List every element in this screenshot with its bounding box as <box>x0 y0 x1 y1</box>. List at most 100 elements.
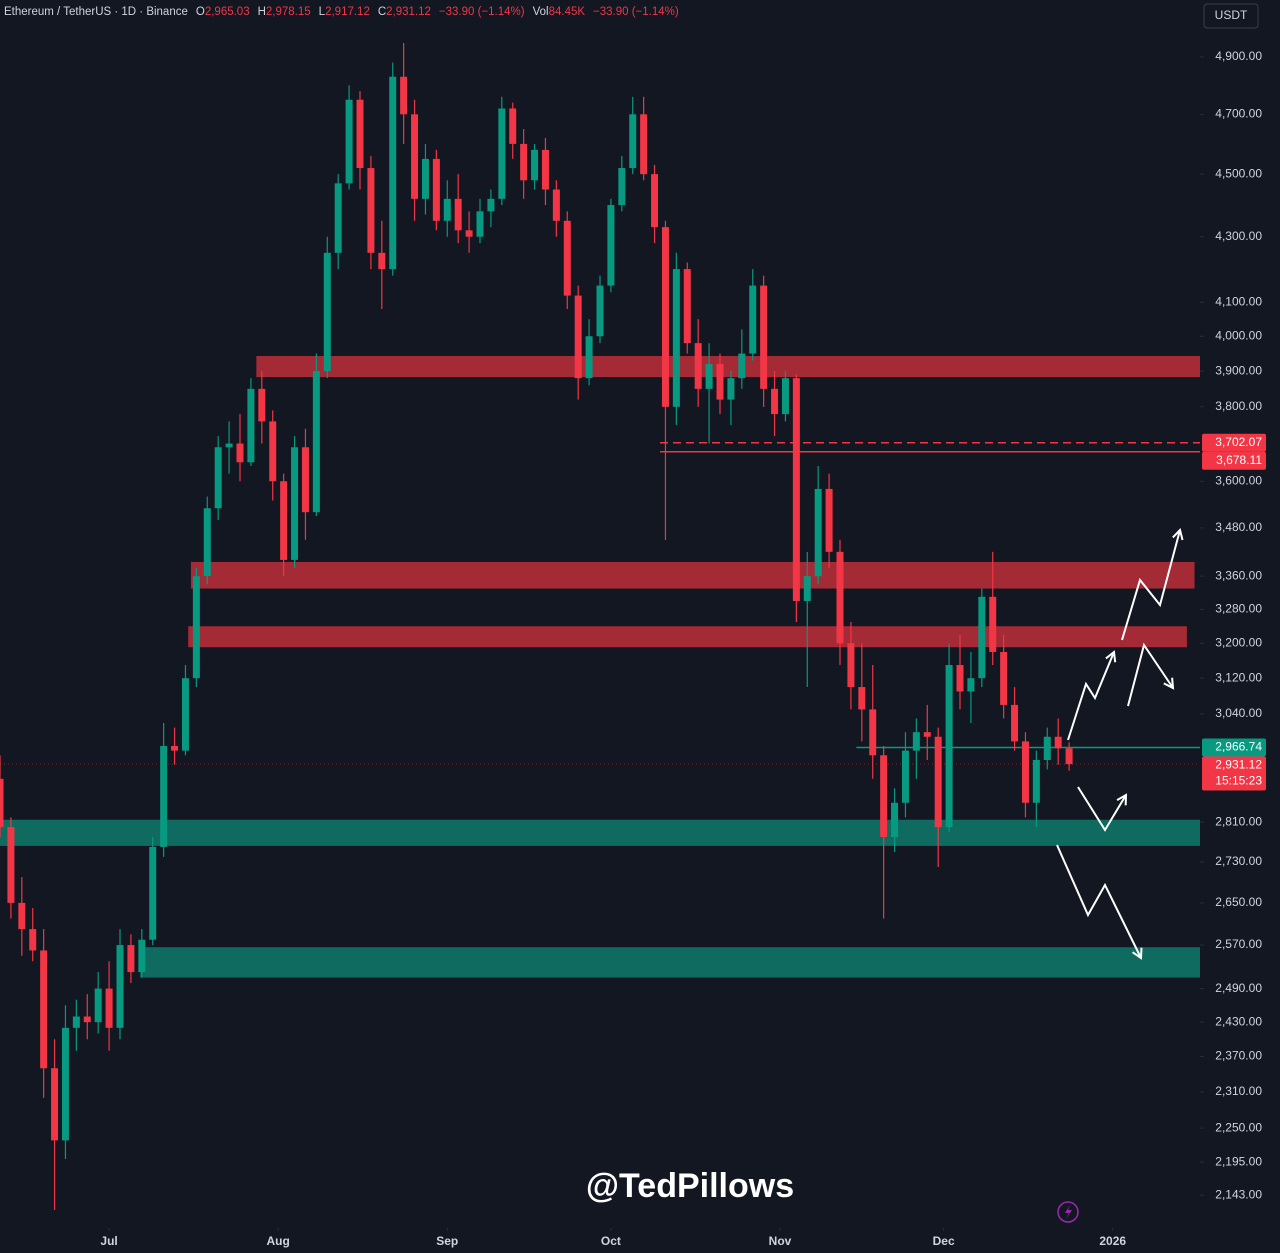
candle-body <box>1054 736 1062 749</box>
ohlc-value: 2,917.12 <box>325 6 370 18</box>
currency: USDT <box>1215 8 1248 22</box>
candle-body <box>443 198 451 221</box>
y-tick-label: 3,600.00 <box>1215 473 1262 487</box>
candle-body <box>705 364 713 389</box>
y-tick-label: 3,900.00 <box>1215 363 1262 377</box>
zones <box>0 355 1200 978</box>
candle-body <box>771 388 779 415</box>
candle-body <box>356 99 364 169</box>
icon[interactable] <box>1057 1201 1079 1223</box>
y-tick-label: 2,490.00 <box>1215 981 1262 995</box>
candle-body <box>891 802 899 837</box>
candle-body <box>574 295 582 379</box>
candle-body <box>18 902 26 930</box>
candle-body <box>563 220 571 296</box>
candle-body <box>520 143 528 181</box>
x-tick-label: Oct <box>601 1234 621 1248</box>
candle-body <box>40 950 48 1069</box>
candle-body <box>345 99 353 184</box>
ohlc-key: H <box>257 6 266 18</box>
y-tick-label: 3,280.00 <box>1215 602 1262 616</box>
candle-body <box>694 343 702 389</box>
candle-body <box>116 945 124 1028</box>
header: Ethereum / TetherUS · 1D · Binance O2,965… <box>4 6 687 18</box>
candle-body <box>596 285 604 337</box>
ohlc-value: 2,965.03 <box>204 6 250 18</box>
candle-body <box>836 551 844 644</box>
y-tick-label: 3,120.00 <box>1215 670 1262 684</box>
candle-body <box>967 678 975 692</box>
y-tick-label: 2,195.00 <box>1215 1154 1262 1168</box>
candle-body <box>160 745 168 847</box>
candle-body <box>683 269 691 344</box>
candle-body <box>618 168 626 206</box>
candle-body <box>1032 759 1040 803</box>
price-badge-label: 2,966.74 <box>1215 740 1262 754</box>
arrow <box>1056 844 1141 958</box>
candle-body <box>509 108 517 144</box>
candle-body <box>465 230 473 237</box>
candle-body <box>291 447 299 560</box>
candle-body <box>411 114 419 199</box>
y-tick-label: 2,143.00 <box>1215 1187 1262 1201</box>
ohlc-key: C <box>377 6 387 18</box>
candle-body <box>672 269 680 407</box>
candle-body <box>749 285 757 354</box>
y-tick-label: 3,200.00 <box>1215 636 1262 650</box>
y-tick-label: 3,800.00 <box>1215 399 1262 413</box>
y-tick-label: 2,810.00 <box>1215 814 1262 828</box>
candle-body <box>334 183 342 253</box>
candle-body <box>912 732 920 751</box>
y-tick-label: 4,700.00 <box>1215 106 1262 120</box>
candle-body <box>389 76 397 270</box>
candle-body <box>454 198 462 231</box>
candle-body <box>1000 651 1008 705</box>
candle-body <box>498 108 506 199</box>
x-tick-label: 2026 <box>1099 1234 1126 1248</box>
candle-body <box>94 988 102 1023</box>
y-tick-label: 4,300.00 <box>1215 229 1262 243</box>
candle-body <box>607 205 615 286</box>
candle-body <box>72 1016 80 1028</box>
candle-body <box>269 421 277 482</box>
candle-body <box>869 709 877 756</box>
candle-body <box>105 988 113 1028</box>
x-tick-label: Jul <box>100 1234 117 1248</box>
currency-box[interactable] <box>1203 3 1259 29</box>
y-tick-label: 4,000.00 <box>1215 328 1262 342</box>
arrow <box>1077 786 1126 832</box>
candle-body <box>7 827 15 903</box>
candle-body <box>901 750 909 803</box>
y-tick-label: 2,570.00 <box>1215 937 1262 951</box>
candle-body <box>945 665 953 828</box>
candle-body <box>629 114 637 169</box>
candle-body <box>225 443 233 448</box>
candle-body <box>541 149 549 190</box>
candle-body <box>367 168 375 253</box>
ohlc-key: L <box>318 6 326 18</box>
candle-body <box>83 1016 91 1023</box>
candle-body <box>1043 736 1051 760</box>
candles <box>0 42 1073 1210</box>
candle-body <box>1065 748 1073 765</box>
candle-body <box>192 576 200 679</box>
candle-body <box>61 1027 69 1141</box>
candle-body <box>214 447 222 509</box>
candle-body <box>858 687 866 710</box>
y-tick-label: 2,310.00 <box>1215 1084 1262 1098</box>
candle-body <box>236 443 244 463</box>
candle-body <box>792 378 800 601</box>
y-tick-label: 4,900.00 <box>1215 49 1262 63</box>
ohlc-value: 2,931.12 <box>386 6 431 18</box>
countdown: 15:15:23 <box>1215 774 1262 788</box>
candle-body <box>127 945 135 973</box>
y-tick-label: 3,360.00 <box>1215 568 1262 582</box>
levels <box>0 442 1200 765</box>
candle-body <box>727 378 735 400</box>
y-tick-label: 2,370.00 <box>1215 1049 1262 1063</box>
price-badge-label: 3,702.07 <box>1215 435 1262 449</box>
candle-body <box>280 481 288 560</box>
price-badge-label: 2,931.12 <box>1215 758 1262 772</box>
y-tick-label: 4,100.00 <box>1215 294 1262 308</box>
candle-body <box>400 76 408 115</box>
